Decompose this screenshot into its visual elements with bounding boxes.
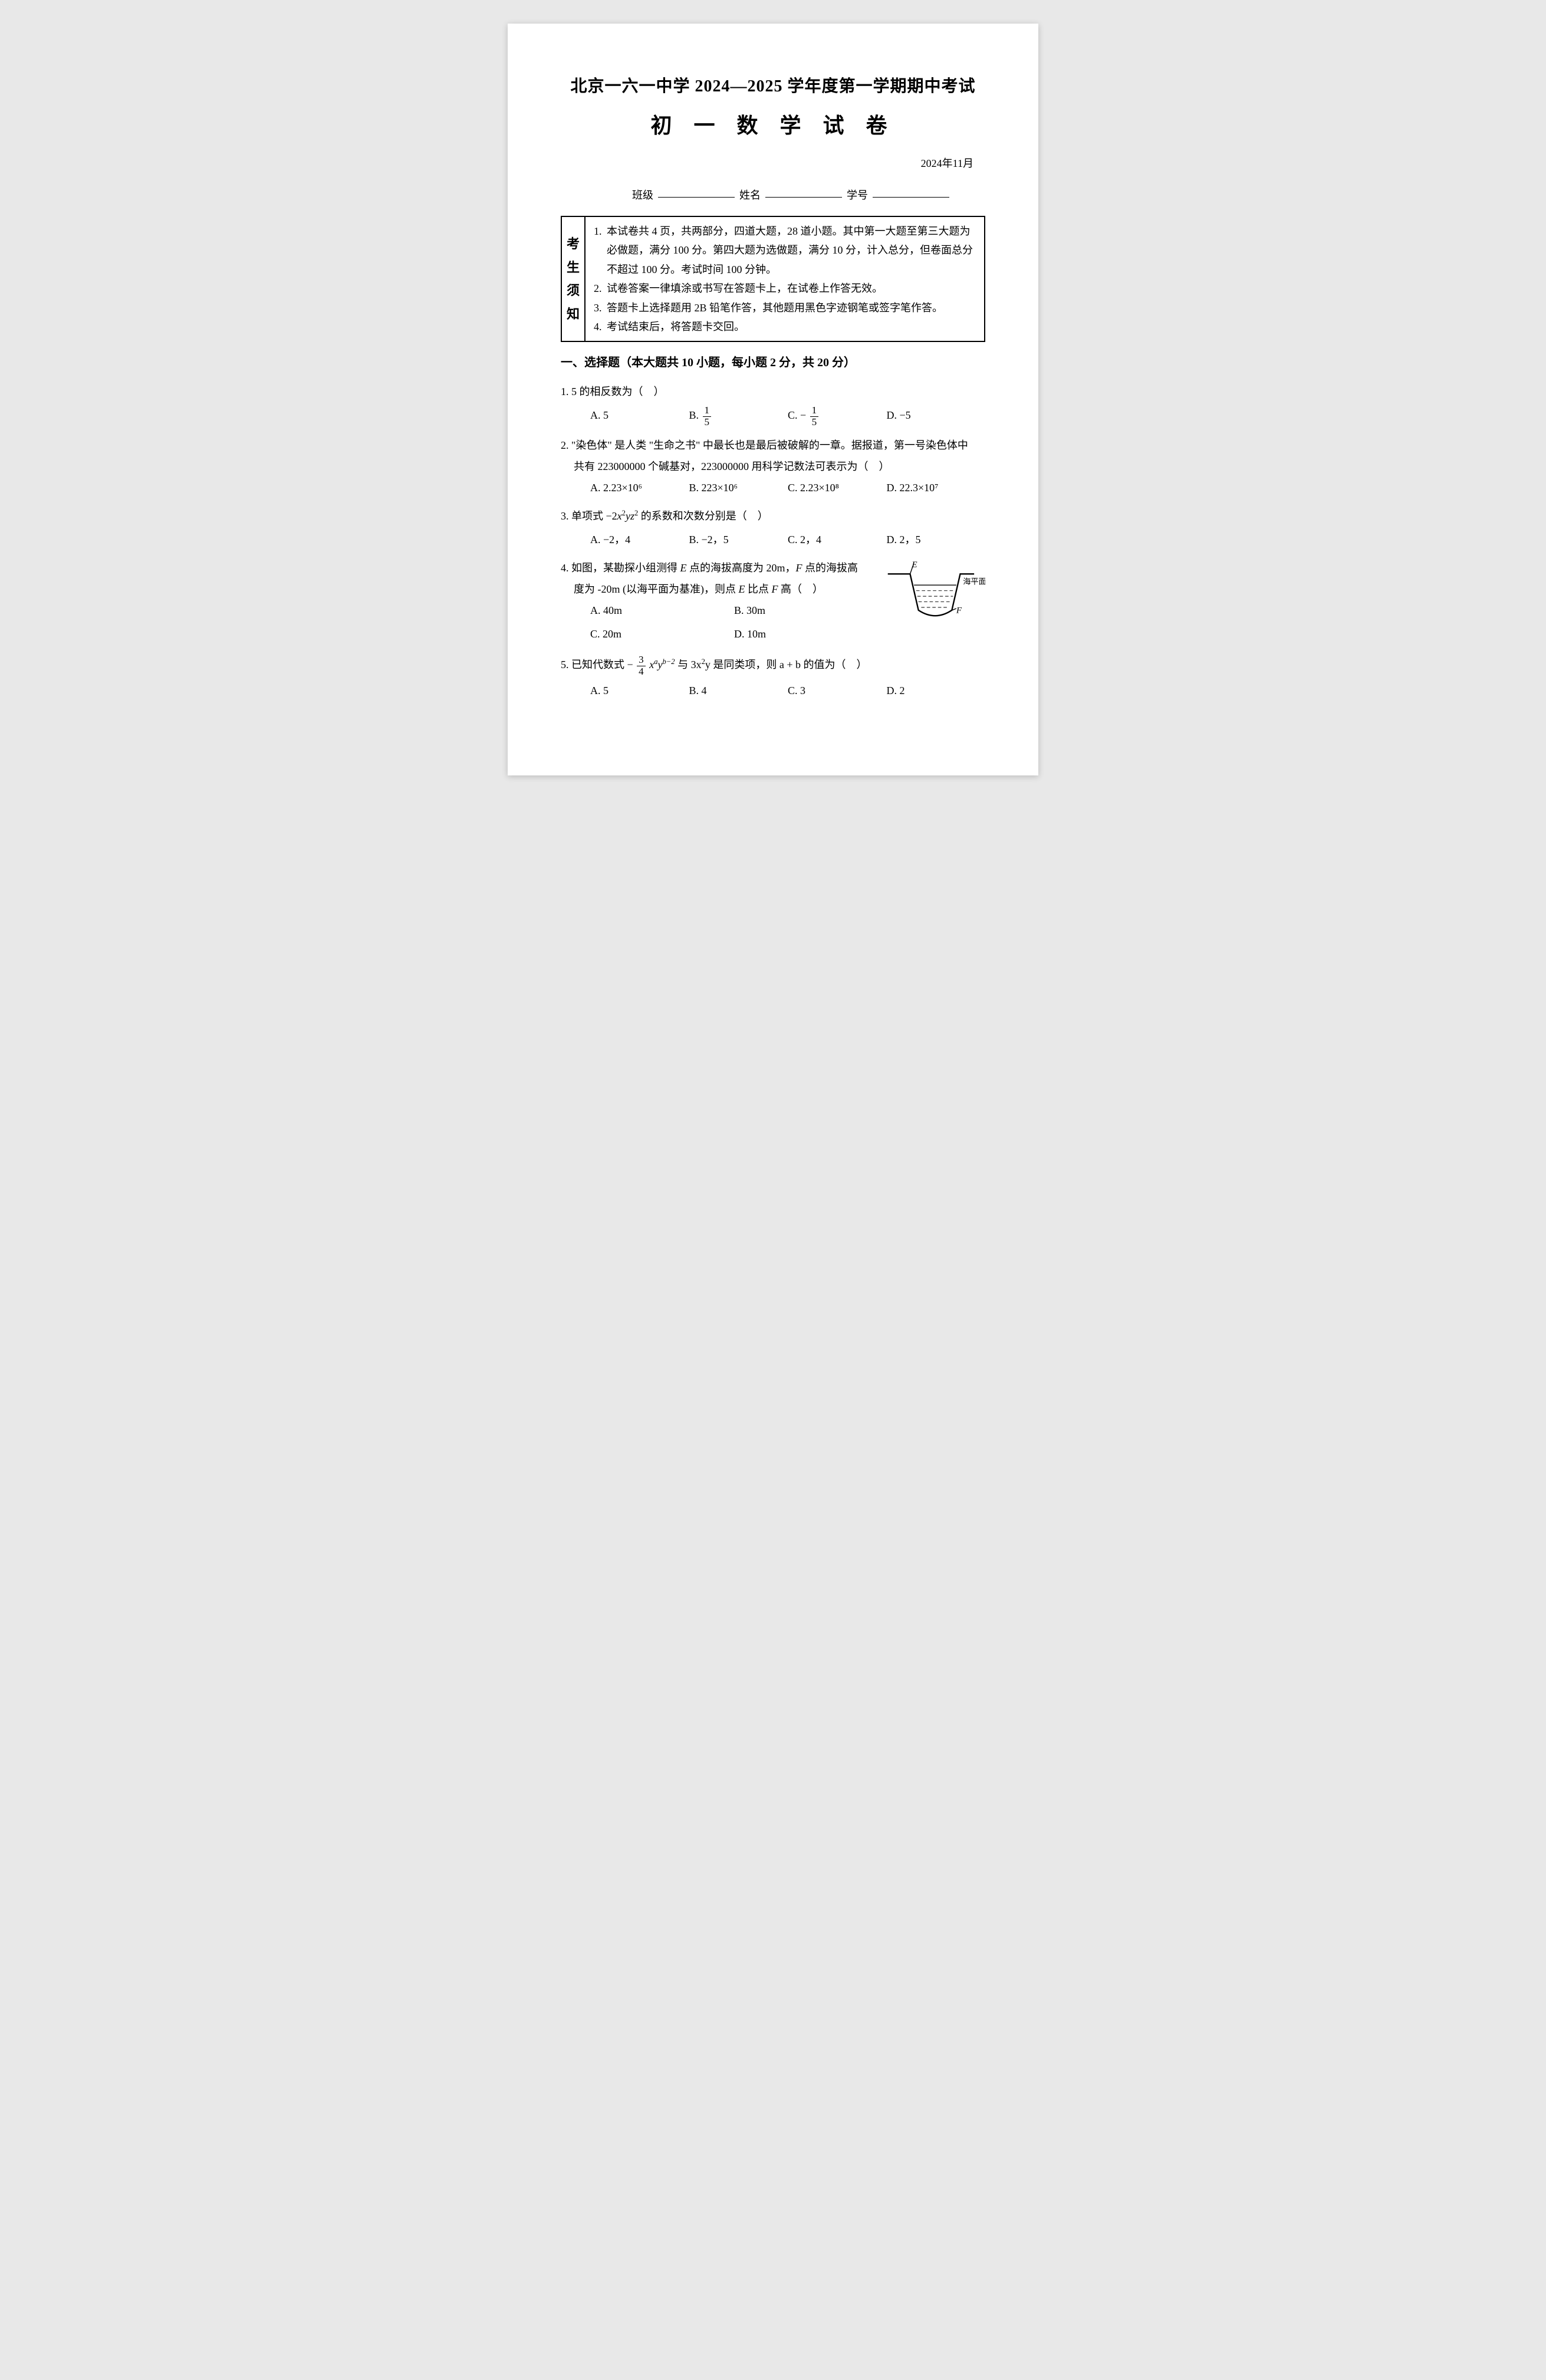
txt: y 是同类项，则 a + b 的值为（ ） (705, 659, 867, 670)
question-5: 5. 已知代数式 − 34 xayb−2 与 3x2y 是同类项，则 a + b… (561, 654, 985, 701)
q1-options: A. 5 B. 15 C. − 15 D. −5 (561, 405, 985, 428)
opt-prefix: B. (689, 409, 702, 421)
txt: 度为 -20m (以海平面为基准)，则点 (574, 583, 738, 595)
notice-item: 3.答题卡上选择题用 2B 铅笔作答，其他题用黑色字迹钢笔或签字笔作答。 (594, 298, 976, 317)
txt: y (658, 659, 663, 670)
fraction-icon: 15 (810, 405, 819, 428)
q5-opt-b: B. 4 (689, 680, 788, 701)
label-sea: 海平面 (963, 577, 985, 586)
q3-opt-a: A. −2，4 (590, 529, 689, 550)
q1-stem: 1. 5 的相反数为（ ） (561, 381, 985, 402)
q2-opt-b: B. 223×10⁶ (689, 477, 788, 498)
txt: 高（ ） (778, 583, 823, 595)
notice-side-label: 考 生 须 知 (562, 217, 585, 341)
paper-title: 初 一 数 学 试 卷 (561, 106, 985, 146)
question-1: 1. 5 的相反数为（ ） A. 5 B. 15 C. − 15 D. −5 (561, 381, 985, 428)
txt: 比点 (745, 583, 771, 595)
txt: 5. 已知代数式 − (561, 659, 633, 670)
q3-post: 的系数和次数分别是（ ） (638, 510, 768, 522)
student-info-row: 班级 姓名 学号 (561, 185, 985, 205)
fraction-icon: 34 (637, 655, 646, 678)
q2-opt-a: A. 2.23×10⁶ (590, 477, 689, 498)
section-1-title: 一、选择题（本大题共 10 小题，每小题 2 分，共 20 分） (561, 351, 985, 374)
notice-box: 考 生 须 知 1.本试卷共 4 页，共两部分，四道大题，28 道小题。其中第一… (561, 216, 985, 342)
q1-opt-a: A. 5 (590, 405, 689, 428)
question-2: 2. "染色体" 是人类 "生命之书" 中最长也是最后被破解的一章。据报道，第一… (561, 435, 985, 498)
notice-item: 4.考试结束后，将答题卡交回。 (594, 317, 976, 336)
q5-opt-d: D. 2 (887, 680, 986, 701)
txt: 4. 如图，某勘探小组测得 (561, 562, 680, 574)
fraction-icon: 15 (703, 405, 712, 428)
label-f: F (956, 606, 962, 616)
question-4: 4. 如图，某勘探小组测得 E 点的海拔高度为 20m，F 点的海拔高 度为 -… (561, 557, 985, 647)
q1-opt-d: D. −5 (887, 405, 986, 428)
txt: 与 3x (677, 659, 702, 670)
notice-side-char: 须 (567, 279, 580, 303)
notice-item: 1.本试卷共 4 页，共两部分，四道大题，28 道小题。其中第一大题至第三大题为… (594, 222, 976, 279)
q3-opt-d: D. 2，5 (887, 529, 986, 550)
name-label: 姓名 (739, 185, 761, 205)
q4-line1: 4. 如图，某勘探小组测得 E 点的海拔高度为 20m，F 点的海拔高 (561, 557, 878, 578)
q2-line1: 2. "染色体" 是人类 "生命之书" 中最长也是最后被破解的一章。据报道，第一… (561, 435, 985, 456)
q5-opt-a: A. 5 (590, 680, 689, 701)
trench-diagram-icon: E F 海平面 (885, 557, 985, 630)
q3-opt-c: C. 2，4 (788, 529, 887, 550)
notice-text: 试卷答案一律填涂或书写在答题卡上，在试卷上作答无效。 (607, 279, 976, 298)
q3-stem: 3. 单项式 −2x2yz2 的系数和次数分别是（ ） (561, 505, 985, 527)
school-line: 北京一六一中学 2024—2025 学年度第一学期期中考试 (561, 71, 985, 102)
q5-stem: 5. 已知代数式 − 34 xayb−2 与 3x2y 是同类项，则 a + b… (561, 654, 985, 677)
notice-side-char: 知 (567, 303, 580, 326)
q1-opt-c: C. − 15 (788, 405, 887, 428)
opt-prefix: C. − (788, 409, 806, 421)
name-blank[interactable] (765, 185, 842, 198)
q3-options: A. −2，4 B. −2，5 C. 2，4 D. 2，5 (561, 529, 985, 550)
q4-opt-b: B. 30m (734, 600, 878, 621)
q4-opt-c: C. 20m (590, 623, 734, 645)
notice-side-char: 生 (567, 256, 580, 280)
q4-figure: E F 海平面 (885, 557, 985, 647)
question-3: 3. 单项式 −2x2yz2 的系数和次数分别是（ ） A. −2，4 B. −… (561, 505, 985, 550)
txt: 点的海拔高度为 20m， (687, 562, 796, 574)
txt: 点的海拔高 (802, 562, 858, 574)
q5-options: A. 5 B. 4 C. 3 D. 2 (561, 680, 985, 701)
q4-options: A. 40m B. 30m C. 20m D. 10m (561, 600, 878, 647)
notice-text: 答题卡上选择题用 2B 铅笔作答，其他题用黑色字迹钢笔或签字笔作答。 (607, 298, 976, 317)
class-label: 班级 (632, 185, 653, 205)
id-label: 学号 (847, 185, 868, 205)
paper-date: 2024年11月 (561, 153, 985, 173)
notice-side-char: 考 (567, 232, 580, 256)
id-blank[interactable] (873, 185, 949, 198)
q5-opt-c: C. 3 (788, 680, 887, 701)
notice-text: 考试结束后，将答题卡交回。 (607, 317, 976, 336)
q4-opt-d: D. 10m (734, 623, 878, 645)
exam-page: 北京一六一中学 2024—2025 学年度第一学期期中考试 初 一 数 学 试 … (508, 24, 1038, 775)
class-blank[interactable] (658, 185, 735, 198)
q2-opt-d: D. 22.3×10⁷ (887, 477, 986, 498)
txt: x (649, 659, 654, 670)
q2-options: A. 2.23×10⁶ B. 223×10⁶ C. 2.23×10⁸ D. 22… (561, 477, 985, 498)
notice-body: 1.本试卷共 4 页，共两部分，四道大题，28 道小题。其中第一大题至第三大题为… (585, 217, 984, 341)
q4-line2: 度为 -20m (以海平面为基准)，则点 E 比点 F 高（ ） (561, 578, 878, 600)
q2-line2: 共有 223000000 个碱基对，223000000 用科学记数法可表示为（ … (561, 456, 985, 477)
notice-text: 本试卷共 4 页，共两部分，四道大题，28 道小题。其中第一大题至第三大题为必做… (607, 222, 976, 279)
q3-pre: 3. 单项式 −2 (561, 510, 617, 522)
q3-opt-b: B. −2，5 (689, 529, 788, 550)
q1-opt-b: B. 15 (689, 405, 788, 428)
notice-item: 2.试卷答案一律填涂或书写在答题卡上，在试卷上作答无效。 (594, 279, 976, 298)
q2-opt-c: C. 2.23×10⁸ (788, 477, 887, 498)
q4-opt-a: A. 40m (590, 600, 734, 621)
